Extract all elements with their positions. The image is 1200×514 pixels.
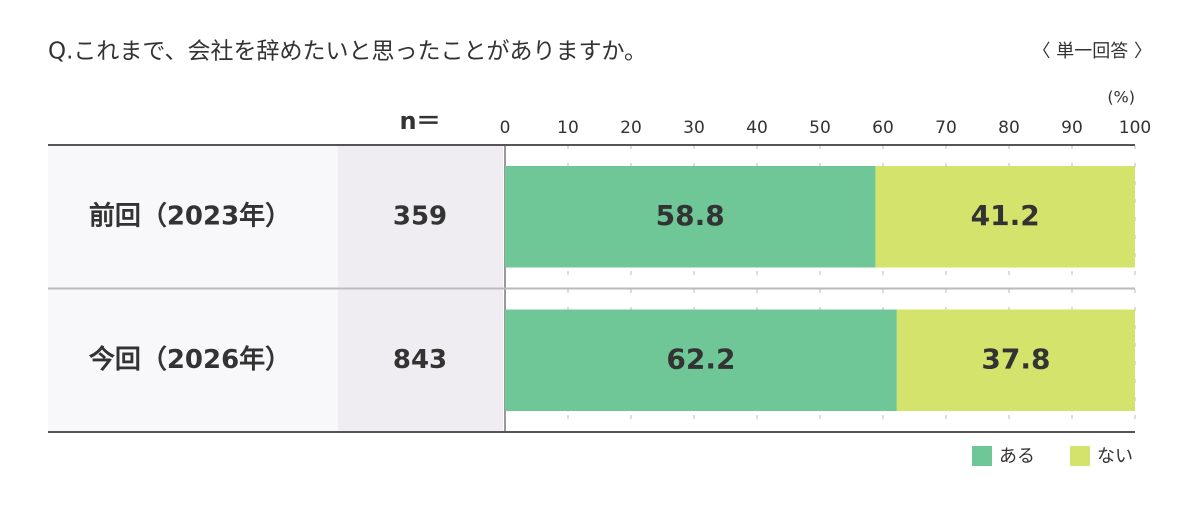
data-label: 62.2 xyxy=(666,342,735,375)
n-value: 359 xyxy=(393,201,447,231)
chart-title: Q.これまで、会社を辞めたいと思ったことがありますか。 xyxy=(48,39,647,65)
legend-label: ある xyxy=(999,446,1035,467)
x-tick-label: 70 xyxy=(935,118,957,138)
bar-segment xyxy=(505,309,897,411)
legend-swatch xyxy=(972,446,992,466)
data-label: 58.8 xyxy=(656,199,725,232)
x-tick-label: 40 xyxy=(746,118,768,138)
bar-segment xyxy=(896,309,1135,411)
data-label: 41.2 xyxy=(971,199,1040,232)
x-tick-label: 30 xyxy=(683,118,705,138)
note: 〈 単一回答 〉 xyxy=(1033,41,1152,62)
data-label: 37.8 xyxy=(981,342,1050,375)
n-header: n＝ xyxy=(399,107,440,135)
x-tick-label: 50 xyxy=(809,118,831,138)
x-tick-label: 100 xyxy=(1119,118,1151,138)
row-label: 今回（2026年） xyxy=(89,344,291,375)
legend-swatch xyxy=(1070,446,1090,466)
bar-segment xyxy=(505,166,876,268)
x-tick-label: 10 xyxy=(557,118,579,138)
unit: (%) xyxy=(1107,88,1135,107)
legend-label: ない xyxy=(1097,446,1133,467)
x-tick-label: 60 xyxy=(872,118,894,138)
x-tick-label: 0 xyxy=(500,118,511,138)
row-label: 前回（2023年） xyxy=(89,200,291,231)
x-tick-label: 90 xyxy=(1061,118,1083,138)
n-value: 843 xyxy=(393,345,447,375)
bar-segment xyxy=(875,166,1135,268)
x-tick-label: 80 xyxy=(998,118,1020,138)
x-tick-label: 20 xyxy=(620,118,642,138)
